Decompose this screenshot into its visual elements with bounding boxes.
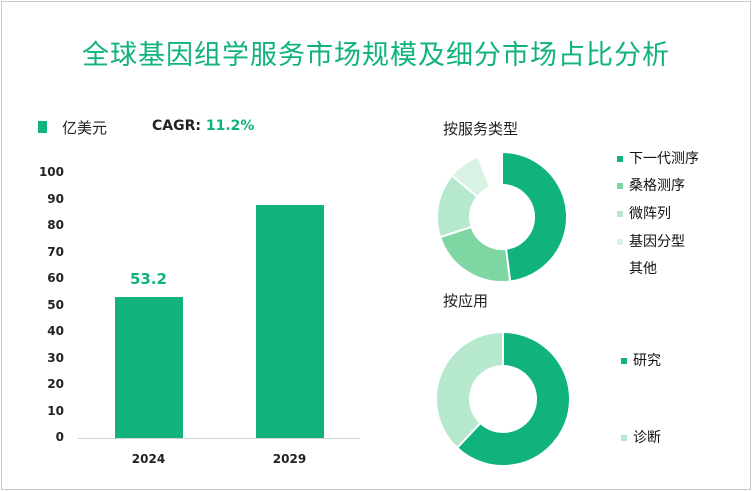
legend-swatch: [38, 121, 47, 133]
donut-slice-研究: [455, 330, 571, 467]
legend-label: 诊断: [633, 430, 661, 446]
y-tick-label: 50: [47, 297, 64, 312]
legend-label: 下一代测序: [629, 151, 699, 167]
legend-label: 其他: [629, 261, 657, 277]
cagr-text: CAGR: 11.2%: [152, 118, 254, 134]
y-tick-label: 70: [47, 244, 64, 259]
x-axis-line: [78, 438, 360, 439]
legend-label: 基因分型: [629, 234, 685, 250]
legend-label: 桑格测序: [629, 178, 685, 194]
legend-unit-label: 亿美元: [62, 119, 108, 137]
legend-item: 诊断: [621, 427, 661, 447]
legend-swatch: [617, 183, 623, 189]
donut-slice-桑格测序: [438, 225, 512, 283]
legend-swatch: [617, 211, 623, 217]
legend-item: 下一代测序: [617, 148, 699, 168]
y-tick-label: 0: [55, 430, 64, 444]
legend-item: 基因分型: [617, 231, 685, 251]
bar-2024: [114, 297, 183, 438]
application-donut: [435, 330, 571, 467]
donut-slice-其他: [476, 150, 503, 189]
donut-slice-诊断: [435, 330, 504, 450]
cagr-value: 11.2%: [205, 118, 255, 134]
legend-item: 研究: [621, 350, 661, 370]
y-tick-label: 80: [47, 218, 64, 232]
legend-item: 桑格测序: [617, 175, 685, 195]
application-title: 按应用: [443, 292, 489, 310]
y-tick-label: 100: [38, 165, 64, 179]
y-tick-label: 40: [47, 324, 64, 338]
y-tick-label: 90: [47, 191, 64, 206]
legend-swatch: [621, 435, 627, 441]
cagr-label: CAGR:: [152, 118, 201, 134]
bar-data-label: 53.2: [129, 270, 167, 289]
y-tick-label: 30: [47, 350, 64, 365]
donut-slice-下一代测序: [501, 150, 568, 283]
x-tick-label: 2024: [131, 452, 166, 466]
bar-2029: [255, 204, 324, 438]
legend-item: 微阵列: [617, 203, 671, 223]
x-tick-label: 2029: [272, 452, 307, 466]
y-tick-label: 10: [47, 403, 64, 418]
legend-label: 研究: [633, 353, 661, 369]
service-type-donut: [436, 150, 568, 283]
legend-label: 微阵列: [629, 206, 671, 222]
page-title: 全球基因组学服务市场规模及细分市场占比分析: [82, 40, 670, 71]
legend-swatch: [617, 266, 623, 272]
y-tick-label: 20: [47, 377, 64, 391]
legend-item: 其他: [617, 258, 657, 278]
legend-swatch: [617, 156, 623, 162]
legend-swatch: [621, 358, 627, 364]
y-tick-label: 60: [47, 271, 64, 285]
service-type-title: 按服务类型: [443, 120, 519, 138]
legend-swatch: [617, 239, 623, 245]
